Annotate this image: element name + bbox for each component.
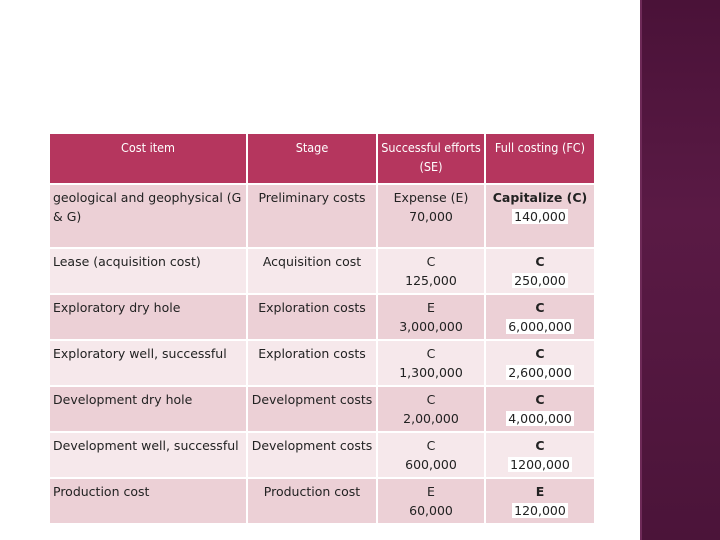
- se-amount: 1,300,000: [399, 365, 463, 380]
- cell-stage: Exploration costs: [246, 339, 378, 387]
- se-treatment: E: [427, 300, 435, 315]
- cell-full-costing: C 4,000,000: [484, 385, 596, 433]
- fc-amount: 4,000,000: [506, 411, 574, 426]
- cell-full-costing: Capitalize (C) 140,000: [484, 183, 596, 249]
- cell-stage: Production cost: [246, 477, 378, 525]
- cost-accounting-table: Cost item Stage Successful efforts (SE) …: [48, 132, 596, 525]
- cell-full-costing: E 120,000: [484, 477, 596, 525]
- cell-stage: Acquisition cost: [246, 247, 378, 295]
- cell-cost-item: geological and geophysical (G & G): [48, 183, 248, 249]
- cell-cost-item: Exploratory well, successful: [48, 339, 248, 387]
- fc-amount: 1200,000: [508, 457, 572, 472]
- fc-treatment: C: [535, 438, 545, 453]
- header-successful-efforts: Successful efforts (SE): [376, 132, 486, 185]
- cell-cost-item: Exploratory dry hole: [48, 293, 248, 341]
- table-header-row: Cost item Stage Successful efforts (SE) …: [48, 132, 596, 185]
- cell-full-costing: C 250,000: [484, 247, 596, 295]
- table-row: Development well, successful Development …: [48, 431, 596, 479]
- fc-amount: 120,000: [512, 503, 568, 518]
- fc-amount: 2,600,000: [506, 365, 574, 380]
- header-cost-item: Cost item: [48, 132, 248, 185]
- se-amount: 125,000: [405, 273, 457, 288]
- cell-cost-item: Lease (acquisition cost): [48, 247, 248, 295]
- cell-successful-efforts: C 600,000: [376, 431, 486, 479]
- table-row: Development dry hole Development costs C 2,…: [48, 385, 596, 433]
- cell-stage: Preliminary costs: [246, 183, 378, 249]
- cell-successful-efforts: E 3,000,000: [376, 293, 486, 341]
- fc-treatment: E: [535, 484, 545, 499]
- cell-cost-item: Production cost: [48, 477, 248, 525]
- se-treatment: E: [427, 484, 435, 499]
- table-row: Exploratory well, successful Exploration …: [48, 339, 596, 387]
- fc-treatment: C: [535, 392, 545, 407]
- header-stage: Stage: [246, 132, 378, 185]
- cell-successful-efforts: C 125,000: [376, 247, 486, 295]
- cell-full-costing: C 6,000,000: [484, 293, 596, 341]
- cell-successful-efforts: E 60,000: [376, 477, 486, 525]
- cell-cost-item: Development dry hole: [48, 385, 248, 433]
- fc-amount: 250,000: [512, 273, 568, 288]
- fc-treatment: C: [535, 346, 545, 361]
- table-row: Exploratory dry hole Exploration costs E 3,…: [48, 293, 596, 341]
- header-full-costing: Full costing (FC): [484, 132, 596, 185]
- se-treatment: Expense (E): [393, 190, 469, 205]
- se-treatment: C: [426, 392, 436, 407]
- table-row: Lease (acquisition cost) Acquisition cost…: [48, 247, 596, 295]
- cell-successful-efforts: Expense (E) 70,000: [376, 183, 486, 249]
- cell-stage: Development costs: [246, 431, 378, 479]
- fc-amount: 6,000,000: [506, 319, 574, 334]
- cell-cost-item: Development well, successful: [48, 431, 248, 479]
- se-treatment: C: [426, 438, 436, 453]
- cell-full-costing: C 2,600,000: [484, 339, 596, 387]
- fc-amount: 140,000: [512, 209, 568, 224]
- se-amount: 60,000: [409, 503, 453, 518]
- se-amount: 2,00,000: [403, 411, 459, 426]
- fc-treatment: C: [535, 300, 545, 315]
- table-row: Production cost Production cost E 60,000 E 12…: [48, 477, 596, 525]
- cell-full-costing: C 1200,000: [484, 431, 596, 479]
- table-row: geological and geophysical (G & G) Prelim…: [48, 183, 596, 249]
- side-band-edge: [640, 0, 642, 540]
- se-amount: 3,000,000: [399, 319, 463, 334]
- cell-successful-efforts: C 2,00,000: [376, 385, 486, 433]
- se-amount: 70,000: [409, 209, 453, 224]
- cell-stage: Exploration costs: [246, 293, 378, 341]
- cell-stage: Development costs: [246, 385, 378, 433]
- se-treatment: C: [426, 254, 436, 269]
- cell-successful-efforts: C 1,300,000: [376, 339, 486, 387]
- cost-table-container: Cost item Stage Successful efforts (SE) …: [48, 132, 596, 525]
- se-amount: 600,000: [405, 457, 457, 472]
- fc-treatment: C: [535, 254, 545, 269]
- fc-treatment: Capitalize (C): [492, 190, 588, 205]
- decorative-side-band: [642, 0, 720, 540]
- se-treatment: C: [426, 346, 436, 361]
